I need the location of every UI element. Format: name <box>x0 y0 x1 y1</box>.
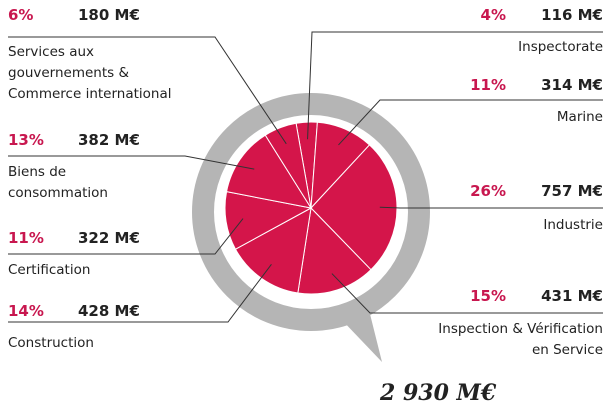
leader-line <box>8 155 255 170</box>
share-label: 15% <box>470 287 506 305</box>
category-label: Marine <box>556 109 603 125</box>
share-label: 14% <box>8 302 44 320</box>
total-label: 2 930 M€ <box>380 380 497 406</box>
category-label: Certification <box>8 262 91 278</box>
bubble-ring <box>192 93 430 331</box>
leader-line <box>8 36 287 145</box>
share-label: 11% <box>470 76 506 94</box>
share-label: 13% <box>8 131 44 149</box>
share-label: 4% <box>480 6 506 24</box>
leader-line <box>331 273 603 314</box>
category-label: Inspectorate <box>518 39 603 55</box>
leader-line <box>8 218 244 255</box>
leader-line <box>379 206 603 209</box>
pie-slice <box>234 207 312 294</box>
category-label: Biens de consommation <box>8 164 108 201</box>
leader-line <box>338 99 603 146</box>
category-label: Services aux gouvernements & Commerce in… <box>8 44 172 102</box>
value-label: 431 M€ <box>541 287 603 305</box>
pie-slice <box>297 206 372 295</box>
pie-slice <box>264 122 312 209</box>
leader-line <box>8 263 272 323</box>
leader-line <box>307 31 603 140</box>
value-label: 757 M€ <box>541 182 603 200</box>
share-label: 6% <box>8 6 34 24</box>
value-label: 382 M€ <box>78 131 140 149</box>
category-label: Inspection & Vérification en Service <box>438 321 603 358</box>
value-label: 322 M€ <box>78 229 140 247</box>
pie-slice <box>225 134 313 209</box>
value-label: 180 M€ <box>78 6 140 24</box>
value-label: 116 M€ <box>541 6 603 24</box>
value-label: 314 M€ <box>541 76 603 94</box>
share-label: 26% <box>470 182 506 200</box>
category-label: Construction <box>8 335 94 351</box>
category-label: Industrie <box>543 217 603 233</box>
value-label: 428 M€ <box>78 302 140 320</box>
share-label: 11% <box>8 229 44 247</box>
pie-slice <box>310 144 398 271</box>
